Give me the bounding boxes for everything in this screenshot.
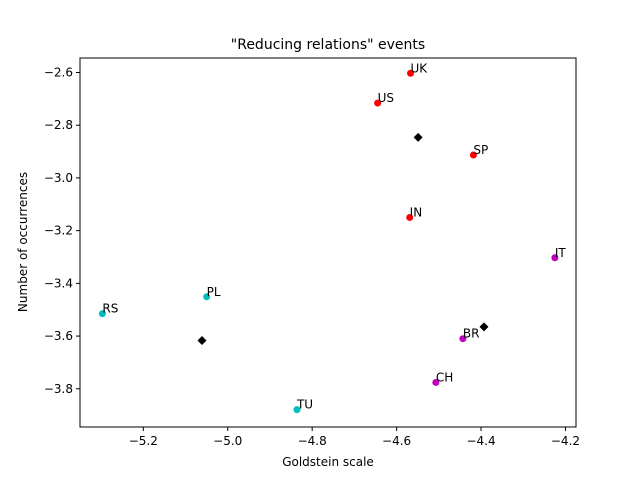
x-axis-label: Goldstein scale	[282, 455, 374, 469]
y-axis: −3.8 −3.6 −3.4 −3.2 −3.0 −2.8 −2.6	[44, 65, 80, 396]
data-point	[374, 99, 382, 107]
x-tick-label: −5.2	[129, 434, 158, 448]
data-point	[551, 254, 559, 262]
y-tick-label: −3.6	[44, 329, 73, 343]
point-label: BR	[463, 327, 480, 341]
data-point	[203, 293, 211, 301]
x-tick-label: −4.2	[551, 434, 580, 448]
x-tick-label: −5.0	[213, 434, 242, 448]
point-label: CH	[436, 370, 453, 384]
data-point	[432, 378, 440, 386]
data-point	[469, 151, 477, 159]
point-label: PL	[207, 285, 221, 299]
centroid-marker	[197, 336, 207, 346]
centroid-markers	[197, 132, 489, 346]
point-label: IN	[410, 205, 423, 219]
x-tick-label: −4.6	[382, 434, 411, 448]
point-label: RS	[102, 302, 118, 316]
y-tick-label: −2.6	[44, 65, 73, 79]
plot-frame	[79, 57, 577, 428]
point-label: TU	[296, 398, 313, 412]
data-point	[406, 213, 414, 221]
centroid-marker	[413, 132, 423, 142]
point-label: IT	[555, 246, 567, 260]
y-axis-label: Number of occurrences	[16, 172, 30, 312]
y-tick-label: −2.8	[44, 118, 73, 132]
chart-title: "Reducing relations" events	[231, 37, 425, 53]
x-axis: −5.2 −5.0 −4.8 −4.6 −4.4 −4.2	[129, 427, 580, 448]
data-point	[293, 406, 301, 414]
centroid-marker	[479, 322, 489, 332]
y-tick-label: −3.0	[44, 171, 73, 185]
point-label: UK	[411, 61, 429, 75]
x-tick-label: −4.4	[466, 434, 495, 448]
y-tick-label: −3.8	[44, 382, 73, 396]
data-point	[459, 335, 467, 343]
x-tick-label: −4.8	[298, 434, 327, 448]
data-point	[98, 310, 106, 318]
data-point	[407, 69, 415, 77]
data-points: UK US SP IN IT BR CH PL RS TU	[98, 61, 567, 414]
y-tick-label: −3.2	[44, 224, 73, 238]
point-label: US	[378, 91, 394, 105]
y-tick-label: −3.4	[44, 276, 73, 290]
point-label: SP	[473, 143, 488, 157]
